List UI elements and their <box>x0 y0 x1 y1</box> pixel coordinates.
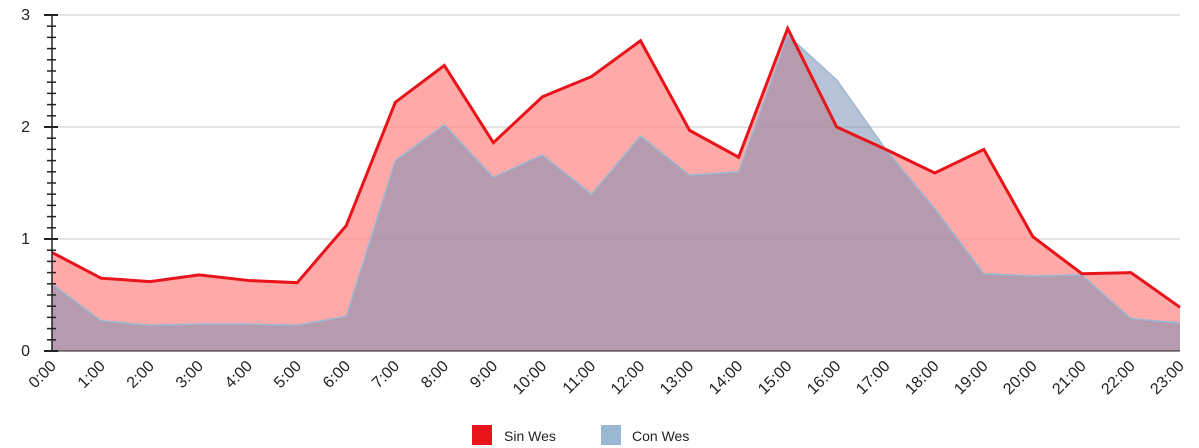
x-tick-label-13: 13:00 <box>657 358 697 398</box>
x-tick-label-0: 0:00 <box>26 358 60 392</box>
x-tick-label-5: 5:00 <box>271 358 305 392</box>
legend-label-con-wes: Con Wes <box>632 428 689 444</box>
x-tick-label-12: 12:00 <box>608 358 648 398</box>
y-tick-label-0: 0 <box>21 343 30 360</box>
x-tick-label-10: 10:00 <box>510 358 550 398</box>
x-tick-label-21: 21:00 <box>1049 358 1089 398</box>
x-tick-label-17: 17:00 <box>853 358 893 398</box>
series-lines <box>51 24 1181 326</box>
x-tick-label-23: 23:00 <box>1147 358 1187 398</box>
x-tick-label-9: 9:00 <box>467 358 501 392</box>
x-tick-label-22: 22:00 <box>1098 358 1138 398</box>
legend-swatch-con-wes <box>601 425 621 445</box>
legend-swatch-sin-wes <box>472 425 492 445</box>
x-tick-label-19: 19:00 <box>951 358 991 398</box>
legend-label-sin-wes: Sin Wes <box>504 428 556 444</box>
x-tick-label-11: 11:00 <box>560 358 600 398</box>
y-axis: 0 1 2 3 <box>21 7 1180 360</box>
x-tick-label-15: 15:00 <box>755 358 795 398</box>
x-tick-label-4: 4:00 <box>222 358 256 392</box>
x-tick-label-14: 14:00 <box>706 358 746 398</box>
line-sin-wes <box>51 24 1181 309</box>
x-tick-label-16: 16:00 <box>804 358 844 398</box>
x-tick-label-3: 3:00 <box>173 358 207 392</box>
x-tick-label-2: 2:00 <box>124 358 158 392</box>
legend: Sin Wes Con Wes <box>472 425 689 445</box>
x-tick-label-18: 18:00 <box>902 358 942 398</box>
x-tick-label-7: 7:00 <box>369 358 403 392</box>
y-tick-label-2: 2 <box>21 119 30 136</box>
y-tick-label-3: 3 <box>21 7 30 24</box>
x-tick-label-8: 8:00 <box>418 358 452 392</box>
y-tick-label-1: 1 <box>21 231 30 248</box>
x-axis: 0:00 1:00 2:00 3:00 4:00 5:00 6:00 7:00 8:00 9:00… <box>26 358 1188 398</box>
x-tick-label-20: 20:00 <box>1000 358 1040 398</box>
x-tick-label-6: 6:00 <box>320 358 354 392</box>
line-con-wes <box>51 33 1181 326</box>
area-con-wes <box>52 35 1180 351</box>
series-areas <box>52 28 1180 351</box>
x-tick-label-1: 1:00 <box>75 358 109 392</box>
